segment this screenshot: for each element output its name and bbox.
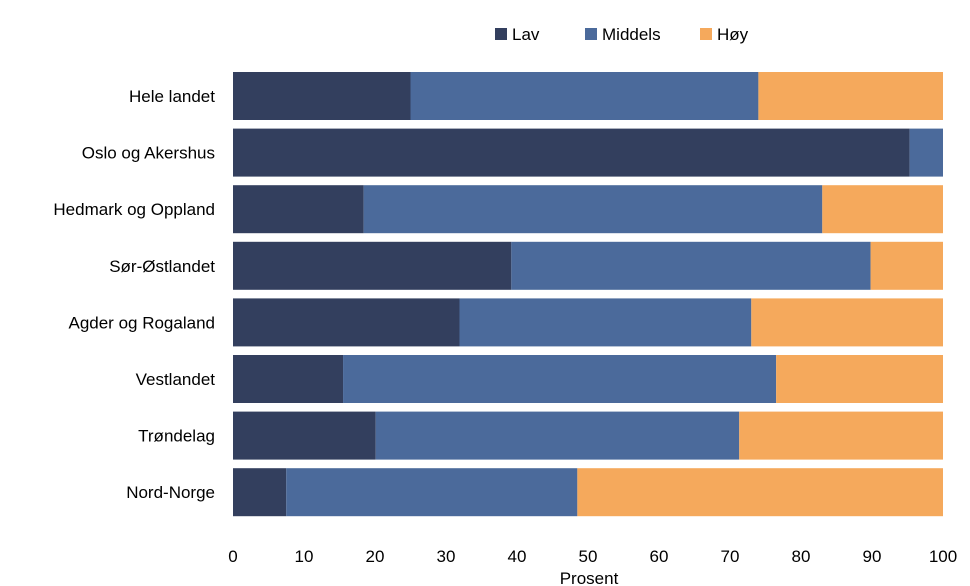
category-label: Trøndelag	[138, 427, 215, 446]
bar-lav-1	[233, 128, 910, 177]
bar-middels-5	[343, 355, 777, 403]
x-tick-label: 100	[929, 547, 957, 566]
bar-middels-1	[909, 128, 943, 177]
x-tick-label: 10	[295, 547, 314, 566]
bar-høy-3	[870, 241, 943, 290]
bar-middels-6	[375, 411, 740, 460]
legend-label-lav: Lav	[512, 25, 540, 44]
x-tick-label: 20	[366, 547, 385, 566]
legend-label-middels: Middels	[602, 25, 661, 44]
bar-middels-4	[459, 298, 752, 347]
bar-høy-0	[758, 72, 943, 120]
bar-lav-6	[233, 411, 376, 460]
bar-høy-6	[739, 411, 943, 460]
category-label: Oslo og Akershus	[82, 144, 215, 163]
category-label: Hele landet	[129, 87, 215, 106]
legend-swatch-lav	[495, 28, 507, 40]
bar-høy-7	[577, 468, 943, 517]
x-tick-label: 30	[437, 547, 456, 566]
bar-lav-7	[233, 468, 287, 517]
bar-lav-3	[233, 241, 512, 290]
x-tick-label: 40	[508, 547, 527, 566]
category-label: Vestlandet	[136, 370, 216, 389]
x-axis-title: Prosent	[560, 569, 619, 586]
category-label: Agder og Rogaland	[68, 313, 215, 332]
bar-lav-2	[233, 185, 364, 234]
category-label: Hedmark og Oppland	[53, 200, 215, 219]
x-tick-label: 50	[579, 547, 598, 566]
x-tick-label: 70	[721, 547, 740, 566]
bar-middels-7	[286, 468, 578, 517]
bar-lav-5	[233, 355, 344, 403]
bar-lav-4	[233, 298, 460, 347]
bar-høy-4	[751, 298, 943, 347]
x-axis: 0 10 20 30 40 50 60 70 80 90 100	[228, 547, 957, 566]
x-tick-label: 90	[863, 547, 882, 566]
legend: Lav Middels Høy	[495, 25, 749, 44]
category-label: Sør-Østlandet	[109, 257, 215, 276]
category-label: Nord-Norge	[126, 483, 215, 502]
bar-middels-0	[410, 72, 759, 120]
x-tick-label: 60	[650, 547, 669, 566]
bar-høy-2	[822, 185, 943, 234]
x-tick-label: 0	[228, 547, 237, 566]
bar-lav-0	[233, 72, 411, 120]
category-labels: Hele landet Oslo og Akershus Hedmark og Op…	[53, 87, 215, 502]
bars	[233, 72, 943, 517]
bar-middels-3	[511, 241, 871, 290]
legend-swatch-middels	[585, 28, 597, 40]
legend-swatch-høy	[700, 28, 712, 40]
bar-middels-2	[363, 185, 823, 234]
x-tick-label: 80	[792, 547, 811, 566]
bar-høy-5	[776, 355, 943, 403]
legend-label-høy: Høy	[717, 25, 749, 44]
